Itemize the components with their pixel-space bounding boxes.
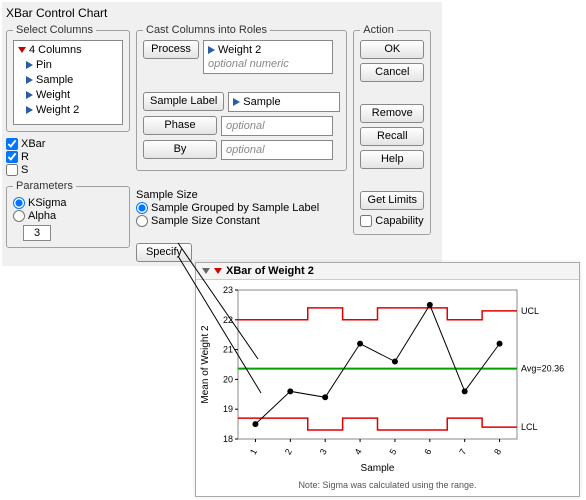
specify-button[interactable]: Specify	[136, 243, 192, 262]
cast-columns-legend: Cast Columns into Roles	[143, 24, 270, 36]
ok-button[interactable]: OK	[360, 40, 424, 59]
columns-count: 4 Columns	[18, 43, 118, 58]
sample-label-button[interactable]: Sample Label	[143, 92, 224, 111]
svg-text:18: 18	[223, 434, 233, 444]
svg-text:21: 21	[223, 345, 233, 355]
svg-text:22: 22	[223, 315, 233, 325]
svg-text:19: 19	[223, 404, 233, 414]
chart-note: Note: Sigma was calculated using the ran…	[196, 478, 579, 496]
hotspot-icon[interactable]	[214, 268, 222, 274]
sample-label-role-box[interactable]: Sample	[228, 92, 340, 112]
s-checkbox[interactable]	[6, 164, 18, 176]
continuous-icon	[26, 91, 33, 99]
chart-header[interactable]: XBar of Weight 2	[196, 263, 579, 280]
phase-button[interactable]: Phase	[143, 116, 217, 135]
get-limits-button[interactable]: Get Limits	[360, 191, 424, 210]
alpha-radio[interactable]	[13, 210, 25, 222]
svg-text:7: 7	[457, 447, 468, 456]
cast-columns-fieldset: Cast Columns into Roles Process Weight 2…	[136, 24, 347, 171]
sample-constant-radio[interactable]	[136, 215, 148, 227]
svg-text:LCL: LCL	[521, 422, 538, 432]
svg-text:Mean of Weight 2: Mean of Weight 2	[200, 325, 211, 404]
ksigma-radio-row[interactable]: KSigma	[13, 197, 123, 209]
continuous-icon	[208, 46, 215, 54]
left-column: Select Columns 4 Columns Pin Sample Weig…	[6, 24, 130, 248]
parameters-fieldset: Parameters KSigma Alpha 3	[6, 180, 130, 248]
cancel-button[interactable]: Cancel	[360, 63, 424, 82]
capability-checkbox[interactable]	[360, 215, 372, 227]
ksigma-radio[interactable]	[13, 197, 25, 209]
columns-listbox[interactable]: 4 Columns Pin Sample Weight Weight 2	[13, 40, 123, 125]
r-checkbox[interactable]	[6, 151, 18, 163]
chart-panel: XBar of Weight 2 18192021222312345678Avg…	[195, 262, 580, 497]
svg-text:8: 8	[492, 447, 503, 456]
action-legend: Action	[360, 24, 397, 36]
phase-role-box[interactable]: optional	[221, 116, 333, 136]
help-button[interactable]: Help	[360, 150, 424, 169]
parameters-legend: Parameters	[13, 180, 76, 192]
sample-constant-row[interactable]: Sample Size Constant	[136, 215, 347, 227]
control-chart: 18192021222312345678Avg=20.36UCLLCLSampl…	[196, 280, 579, 475]
sample-size-label: Sample Size	[136, 189, 347, 201]
disclosure-icon[interactable]	[202, 268, 210, 274]
by-role-box[interactable]: optional	[221, 140, 333, 160]
by-button[interactable]: By	[143, 140, 217, 159]
process-button[interactable]: Process	[143, 40, 199, 59]
action-fieldset: Action OK Cancel Remove Recall Help Get …	[353, 24, 431, 235]
r-checkbox-row[interactable]: R	[6, 151, 130, 163]
red-triangle-icon	[18, 47, 26, 53]
column-item[interactable]: Pin	[18, 58, 118, 73]
dialog-title: XBar Control Chart	[6, 6, 438, 20]
select-columns-fieldset: Select Columns 4 Columns Pin Sample Weig…	[6, 24, 130, 132]
svg-text:20: 20	[223, 374, 233, 384]
recall-button[interactable]: Recall	[360, 127, 424, 146]
remove-button[interactable]: Remove	[360, 104, 424, 123]
svg-text:4: 4	[353, 447, 364, 456]
sample-grouped-row[interactable]: Sample Grouped by Sample Label	[136, 202, 347, 214]
column-item[interactable]: Sample	[18, 73, 118, 88]
alpha-radio-row[interactable]: Alpha	[13, 210, 123, 222]
continuous-icon	[26, 76, 33, 84]
middle-column: Cast Columns into Roles Process Weight 2…	[136, 24, 347, 262]
svg-text:Avg=20.36: Avg=20.36	[521, 364, 564, 374]
s-checkbox-row[interactable]: S	[6, 164, 130, 176]
process-role-box[interactable]: Weight 2 optional numeric	[203, 40, 333, 74]
column-item[interactable]: Weight	[18, 88, 118, 103]
svg-text:UCL: UCL	[521, 306, 539, 316]
chart-title: XBar of Weight 2	[226, 265, 314, 277]
xbar-checkbox-row[interactable]: XBar	[6, 138, 130, 150]
capability-row[interactable]: Capability	[360, 215, 424, 227]
svg-text:1: 1	[248, 447, 259, 456]
continuous-icon	[26, 106, 33, 114]
svg-text:3: 3	[318, 447, 329, 456]
svg-text:5: 5	[388, 447, 399, 456]
xbar-dialog: XBar Control Chart Select Columns 4 Colu…	[2, 2, 442, 266]
continuous-icon	[26, 61, 33, 69]
select-columns-legend: Select Columns	[13, 24, 96, 36]
parameter-value-input[interactable]: 3	[23, 225, 51, 241]
sample-grouped-radio[interactable]	[136, 202, 148, 214]
continuous-icon	[233, 98, 240, 106]
xbar-checkbox[interactable]	[6, 138, 18, 150]
svg-text:6: 6	[422, 447, 433, 456]
svg-text:23: 23	[223, 285, 233, 295]
svg-text:2: 2	[283, 447, 294, 456]
column-item[interactable]: Weight 2	[18, 103, 118, 118]
svg-text:Sample: Sample	[361, 463, 395, 474]
